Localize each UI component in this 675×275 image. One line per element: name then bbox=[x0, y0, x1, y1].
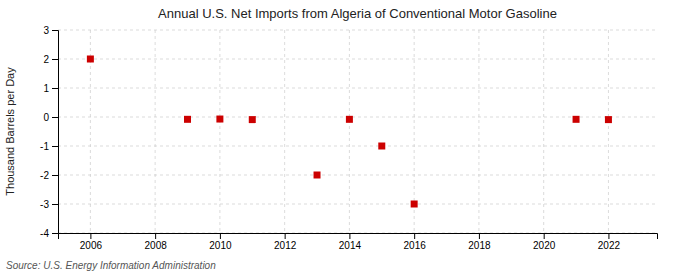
tick-label: 0 bbox=[43, 112, 49, 123]
tick-label: 2006 bbox=[80, 240, 103, 251]
tick: -1 bbox=[40, 141, 58, 152]
tick-label: 1 bbox=[43, 83, 49, 94]
tick-mark bbox=[155, 233, 156, 239]
point bbox=[216, 116, 223, 123]
tick-label: 2010 bbox=[209, 240, 232, 251]
source: Source: U.S. Energy Information Administ… bbox=[6, 260, 216, 271]
title: Annual U.S. Net Imports from Algeria of … bbox=[158, 6, 557, 21]
grid-line-x bbox=[608, 30, 609, 233]
point bbox=[605, 116, 612, 123]
grid-line-y bbox=[58, 30, 657, 31]
point bbox=[249, 116, 256, 123]
grid-line-y bbox=[58, 204, 657, 205]
tick: 2022 bbox=[598, 233, 621, 251]
tick-mark bbox=[479, 233, 480, 239]
tick-mark bbox=[52, 204, 58, 205]
tick: 2006 bbox=[80, 233, 103, 251]
tick: -3 bbox=[40, 199, 58, 210]
marks bbox=[87, 56, 612, 208]
grid-line-y bbox=[58, 59, 657, 60]
grid-line-y bbox=[58, 146, 657, 147]
point bbox=[378, 143, 385, 150]
tick: 3 bbox=[43, 25, 58, 36]
tick-mark bbox=[414, 233, 415, 239]
x-axis-line bbox=[59, 234, 658, 240]
tick-mark bbox=[52, 117, 58, 118]
tick-mark bbox=[544, 233, 545, 239]
tick: 2008 bbox=[145, 233, 168, 251]
tick: 2018 bbox=[468, 233, 491, 251]
point bbox=[573, 116, 580, 123]
plot: 2006 2008 2010 2012 2014 2016 2018 2020 2022 -4 -3… bbox=[40, 25, 657, 251]
tick: 2012 bbox=[274, 233, 297, 251]
point bbox=[184, 116, 191, 123]
tick: 0 bbox=[43, 112, 58, 123]
x-axis: 2006 2008 2010 2012 2014 2016 2018 2020 2022 bbox=[59, 233, 658, 251]
tick-mark bbox=[52, 59, 58, 60]
grid-line-x bbox=[478, 30, 479, 233]
grid-line-x bbox=[349, 30, 350, 233]
tick-mark bbox=[52, 30, 58, 31]
tick: 2014 bbox=[339, 233, 362, 251]
grid-line-y bbox=[58, 175, 657, 176]
point bbox=[87, 56, 94, 63]
tick-mark bbox=[52, 233, 58, 234]
grid-line-x bbox=[284, 30, 285, 233]
tick-label: 2016 bbox=[404, 240, 427, 251]
tick-label: -2 bbox=[40, 170, 49, 181]
grid-line-x bbox=[155, 30, 156, 233]
tick-mark bbox=[608, 233, 609, 239]
tick-mark bbox=[220, 233, 221, 239]
tick-label: 2 bbox=[43, 54, 49, 65]
tick: 1 bbox=[43, 83, 58, 94]
tick-mark bbox=[90, 233, 91, 239]
tick-label: 2020 bbox=[533, 240, 556, 251]
tick-label: -1 bbox=[40, 141, 49, 152]
tick: 2016 bbox=[404, 233, 427, 251]
tick-label: 2012 bbox=[274, 240, 297, 251]
tick-label: -4 bbox=[40, 228, 49, 239]
tick-label: 3 bbox=[43, 25, 49, 36]
grid-line-y bbox=[58, 117, 657, 118]
tick-label: 2018 bbox=[468, 240, 491, 251]
tick-mark bbox=[285, 233, 286, 239]
grid-line-y bbox=[58, 88, 657, 89]
y-axis-title: Thousand Barrels per Day bbox=[4, 67, 16, 196]
tick-mark bbox=[52, 175, 58, 176]
tick-label: 2022 bbox=[598, 240, 621, 251]
y-axis: -4 -3 -2 -1 0 1 2 3 bbox=[40, 25, 58, 239]
point bbox=[346, 116, 353, 123]
chart: 2006 2008 2010 2012 2014 2016 2018 2020 2022 -4 -3… bbox=[0, 0, 675, 275]
grid-line-x bbox=[543, 30, 544, 233]
tick: -4 bbox=[40, 228, 58, 239]
tick: 2 bbox=[43, 54, 58, 65]
tick-mark bbox=[52, 88, 58, 89]
tick: 2010 bbox=[209, 233, 232, 251]
grid bbox=[58, 30, 657, 233]
tick-label: -3 bbox=[40, 199, 49, 210]
tick-mark bbox=[52, 146, 58, 147]
point bbox=[411, 201, 418, 208]
y-axis-line bbox=[52, 31, 59, 234]
grid-line-x bbox=[219, 30, 220, 233]
tick-mark bbox=[349, 233, 350, 239]
tick: 2020 bbox=[533, 233, 556, 251]
point bbox=[314, 172, 321, 179]
tick-label: 2014 bbox=[339, 240, 362, 251]
tick-label: 2008 bbox=[145, 240, 168, 251]
tick: -2 bbox=[40, 170, 58, 181]
